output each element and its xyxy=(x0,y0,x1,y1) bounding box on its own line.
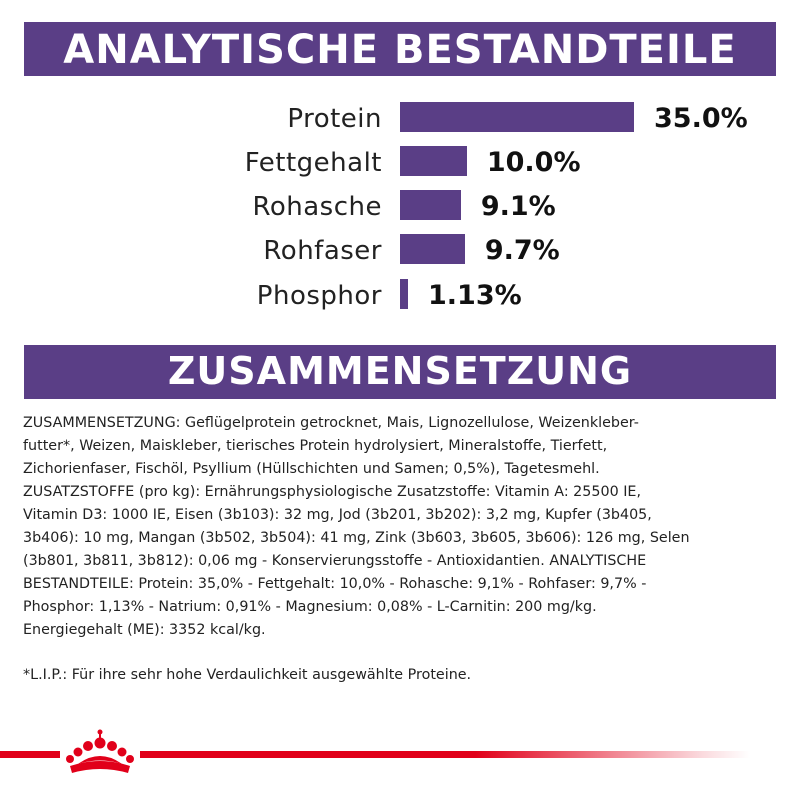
nutrient-row-fettgehalt: Fettgehalt 10.0% xyxy=(0,143,800,183)
composition-banner: ZUSAMMENSETZUNG xyxy=(24,345,776,399)
nutrient-value: 1.13% xyxy=(428,280,522,311)
nutrient-label: Phosphor xyxy=(256,281,382,311)
nutrient-value: 9.7% xyxy=(484,235,560,266)
nutrient-row-protein: Protein 35.0% xyxy=(0,99,800,139)
nutrient-label: Protein xyxy=(287,104,382,134)
footer-line-right xyxy=(140,751,750,758)
nutrient-label: Fettgehalt xyxy=(244,148,382,178)
nutrient-label: Rohasche xyxy=(252,192,382,222)
nutrient-bar xyxy=(400,279,408,309)
nutrient-label: Rohfaser xyxy=(263,236,382,266)
composition-text: ZUSAMMENSETZUNG: Geflügelprotein getrock… xyxy=(23,415,690,638)
nutrient-bar xyxy=(400,146,467,176)
footnote: *L.I.P.: Für ihre sehr hohe Verdaulichke… xyxy=(23,667,472,683)
nutrient-value: 10.0% xyxy=(486,147,581,178)
footer-line-left xyxy=(0,751,60,758)
nutrient-bar xyxy=(400,102,634,132)
nutrient-row-rohfaser: Rohfaser 9.7% xyxy=(0,231,800,271)
analytics-banner: ANALYTISCHE BESTANDTEILE xyxy=(24,22,776,76)
nutrient-value: 9.1% xyxy=(480,191,556,222)
nutrient-row-rohasche: Rohasche 9.1% xyxy=(0,187,800,227)
nutrient-value: 35.0% xyxy=(654,103,748,134)
nutrient-bar xyxy=(400,234,465,264)
crown-icon xyxy=(66,729,134,773)
nutrient-row-phosphor: Phosphor 1.13% xyxy=(0,276,800,316)
nutrient-bar xyxy=(400,190,461,220)
